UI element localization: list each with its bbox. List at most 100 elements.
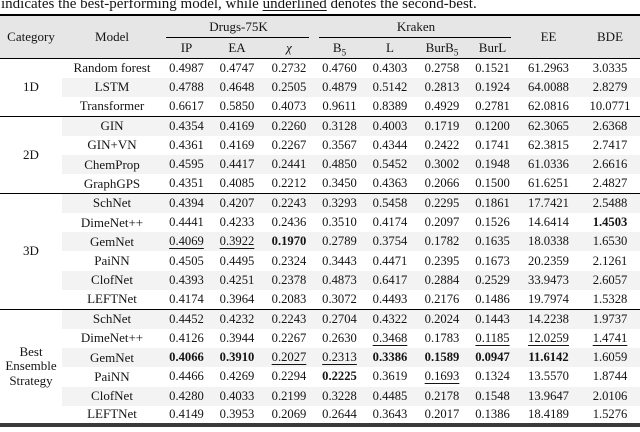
metric-cell: 0.4929 (424, 98, 460, 113)
metric-cell: 0.3754 (364, 232, 416, 252)
metric-cell: 13.9647 (517, 386, 581, 406)
metric-cell: 0.5142 (364, 77, 416, 98)
metric-cell: 2.6616 (580, 154, 640, 175)
model-cell: LEFTNet (87, 406, 137, 422)
metric-cell: 0.4417 (211, 154, 263, 175)
metric-cell: 0.4788 (162, 77, 211, 98)
metric-cell: 18.4189 (528, 406, 569, 421)
model-cell: ClofNet (62, 386, 162, 406)
table-row: ClofNet 0.4280 0.4033 0.2199 0.3228 0.4485 0.2… (0, 386, 640, 406)
model-cell: GIN+VN (87, 137, 137, 153)
header-metric-ip: IP (180, 40, 193, 55)
metric-cell: 0.4747 (219, 60, 255, 75)
metric-cell: 0.1386 (475, 406, 510, 421)
metric-cell: 0.2243 (263, 193, 315, 213)
metric-cell: 0.2260 (263, 116, 315, 136)
metric-cell: 0.2529 (468, 270, 518, 291)
metric-cell: 0.4393 (162, 270, 211, 291)
metric-cell: 0.6617 (169, 98, 204, 113)
metric-cell: 0.2017 (424, 406, 460, 421)
metric-cell: 0.4354 (162, 116, 211, 136)
metric-cell: 1.5328 (592, 291, 628, 306)
header-metric-l: L (386, 40, 394, 55)
metric-cell: 0.2324 (271, 253, 307, 268)
metric-cell: 1.4741 (592, 330, 628, 345)
metric-cell: 0.4452 (162, 309, 211, 329)
table-row: GraphGPS 0.4351 0.4085 0.2212 0.3450 0.4363 0.… (0, 174, 640, 193)
table-row: ChemProp 0.4595 0.4417 0.2441 0.4850 0.5452 0.… (0, 154, 640, 175)
metric-cell: 0.3386 (364, 347, 416, 368)
header-row-metrics: IP EA χ B5 L BurB5 BurL (0, 38, 640, 59)
metric-cell: 0.3002 (416, 154, 468, 175)
metric-cell: 0.3964 (219, 291, 255, 306)
metric-cell: 14.2238 (517, 309, 581, 329)
metric-cell: 61.2963 (528, 60, 569, 75)
metric-cell: 0.1741 (475, 137, 510, 152)
metric-cell: 2.7417 (592, 137, 628, 152)
metric-cell: 0.4232 (211, 309, 263, 329)
model-cell: DimeNet++ (80, 330, 144, 346)
metric-cell: 0.1521 (475, 60, 510, 75)
metric-cell: 0.4322 (364, 309, 416, 329)
metric-cell: 3.0335 (592, 60, 628, 75)
model-cell: GemNet (62, 232, 162, 252)
model-cell: DimeNet++ (80, 214, 144, 230)
metric-cell: 0.4169 (211, 116, 263, 136)
header-row-groups: Category Model Drugs-75K Kraken EE BDE (0, 15, 640, 44)
metric-cell: 0.2069 (271, 406, 307, 421)
metric-cell: 0.4351 (169, 176, 204, 191)
model-cell: LSTM (62, 77, 162, 98)
model-cell: PaiNN (94, 253, 130, 269)
metric-cell: 11.6142 (517, 347, 581, 368)
metric-cell: 0.4466 (169, 369, 204, 384)
table-row: 3D SchNet 0.4394 0.4207 0.2243 0.3293 0.5458 0.… (0, 193, 640, 310)
metric-cell: 0.2212 (271, 176, 307, 191)
metric-cell: 0.4760 (322, 60, 357, 75)
table-header: Category Model Drugs-75K Kraken EE BDE I… (0, 15, 640, 59)
metric-cell: 0.2630 (322, 330, 357, 345)
metric-cell: 0.4207 (211, 193, 263, 213)
metric-cell: 0.4126 (169, 330, 204, 345)
metric-cell: 1.6530 (580, 232, 640, 252)
metric-cell: 0.4233 (219, 215, 255, 230)
metric-cell: 12.0259 (528, 330, 569, 345)
model-cell: ChemProp (62, 154, 162, 175)
metric-cell: 13.5570 (528, 369, 569, 384)
model-cell: LEFTNet (87, 291, 137, 307)
metric-cell: 0.3643 (372, 406, 408, 421)
metric-cell: 2.6368 (580, 116, 640, 136)
metric-cell: 61.0336 (517, 154, 581, 175)
header-group-kraken: Kraken (315, 15, 517, 38)
metric-cell: 0.2505 (263, 77, 315, 98)
header-metric-burl: BurL (478, 40, 507, 55)
table-row: LEFTNet 0.4149 0.3953 0.2069 0.2644 0.3643 0.2… (0, 406, 640, 425)
metric-cell: 0.4495 (219, 253, 255, 268)
category-cell: 1D (0, 58, 62, 117)
table-row: Transformer 0.6617 0.5850 0.4073 0.9611 0.838… (0, 97, 640, 116)
table-row: DimeNet++ 0.4441 0.4233 0.2436 0.3510 0.4174 0… (0, 213, 640, 232)
metric-cell: 0.5452 (364, 154, 416, 175)
metric-cell: 0.2781 (475, 98, 510, 113)
model-cell: SchNet (62, 193, 162, 213)
metric-cell: 0.4303 (372, 60, 408, 75)
header-metric-burb5: BurB5 (425, 40, 459, 58)
caption-text-after: denotes the second-best. (326, 0, 477, 12)
metric-cell: 61.6251 (528, 176, 569, 191)
metric-cell: 0.1970 (263, 232, 315, 252)
table-row: Best Ensemble Strategy SchNet 0.4452 0.4232… (0, 309, 640, 426)
header-ee: EE (540, 29, 557, 44)
table-caption: indicates the best-performing model, whi… (1, 0, 477, 13)
model-cell: GemNet (62, 347, 162, 368)
metric-cell: 0.4471 (372, 253, 408, 268)
table-row: DimeNet++ 0.4126 0.3944 0.2267 0.2630 0.3468 0… (0, 329, 640, 348)
table-row: LSTM 0.4788 0.4648 0.2505 0.4879 0.5142 0.2813… (0, 77, 640, 98)
category-cell: Best Ensemble Strategy (0, 309, 62, 426)
metric-cell: 0.5458 (364, 193, 416, 213)
metric-cell: 1.8744 (592, 369, 628, 384)
caption-underlined-word: underlined (262, 0, 327, 12)
metric-cell: 0.2294 (271, 369, 307, 384)
metric-cell: 0.4441 (169, 215, 204, 230)
category-cell: 2D (0, 116, 62, 194)
metric-cell: 0.1500 (475, 176, 510, 191)
